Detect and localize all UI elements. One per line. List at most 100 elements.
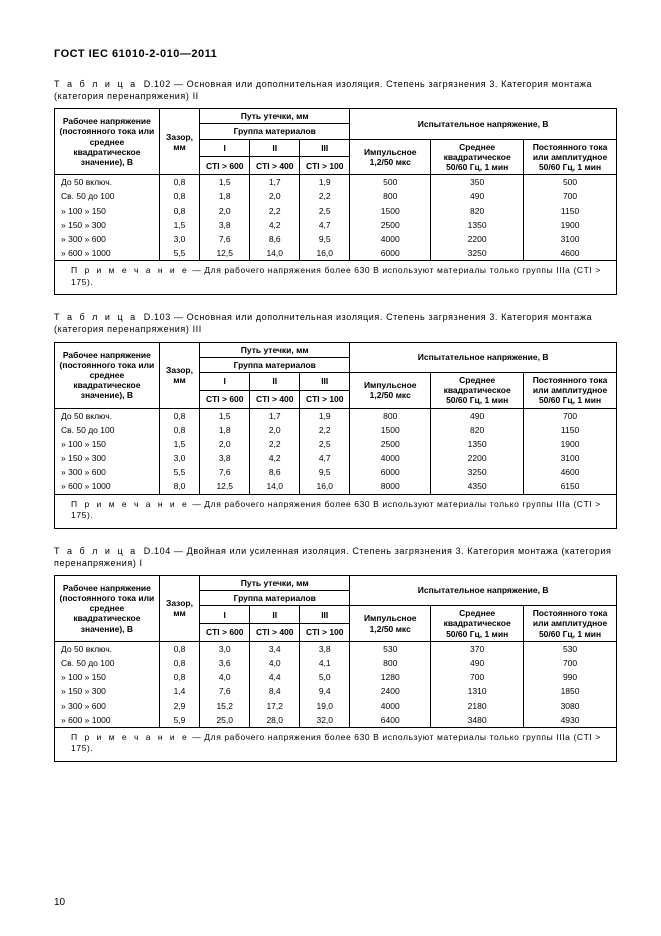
cell-gap: 0,8 (159, 656, 199, 670)
cell-imp: 4000 (350, 699, 431, 713)
cell-dc: 530 (524, 641, 617, 656)
cell-c1: 3,8 (200, 218, 250, 232)
cell-c1: 7,6 (200, 232, 250, 246)
cell-c2: 28,0 (250, 713, 300, 728)
cell-c1: 7,6 (200, 684, 250, 698)
cell-label: До 50 включ. (55, 641, 160, 656)
cell-dc: 6150 (524, 479, 617, 494)
col-cti1: CTI > 600 (200, 390, 250, 408)
cell-dc: 700 (524, 189, 617, 203)
col-cti1: CTI > 600 (200, 624, 250, 642)
cell-rms: 2200 (431, 232, 524, 246)
col-cti3: CTI > 100 (300, 157, 350, 175)
cell-dc: 1150 (524, 204, 617, 218)
cell-imp: 800 (350, 656, 431, 670)
cell-rms: 4350 (431, 479, 524, 494)
cell-imp: 1500 (350, 423, 431, 437)
col-cti2: CTI > 400 (250, 157, 300, 175)
cell-c2: 3,4 (250, 641, 300, 656)
cell-c1: 3,6 (200, 656, 250, 670)
col-voltage: Рабочее напряжение (постоянного тока или… (55, 575, 160, 641)
table-row: » 300 » 6002,915,217,219,0400021803080 (55, 699, 617, 713)
cell-c2: 17,2 (250, 699, 300, 713)
col-voltage: Рабочее напряжение (постоянного тока или… (55, 342, 160, 408)
tables-container: Т а б л и ц а D.102 — Основная или допол… (54, 78, 617, 762)
col-creepage: Путь утечки, мм (200, 109, 350, 124)
insulation-table: Рабочее напряжение (постоянного тока или… (54, 342, 617, 529)
cell-c2: 1,7 (250, 408, 300, 423)
col-grp1: I (200, 139, 250, 157)
cell-imp: 6000 (350, 465, 431, 479)
cell-label: » 600 » 1000 (55, 479, 160, 494)
cell-imp: 1280 (350, 670, 431, 684)
cell-gap: 0,8 (159, 408, 199, 423)
cell-c3: 4,7 (300, 218, 350, 232)
cell-imp: 2500 (350, 437, 431, 451)
table-note: П р и м е ч а н и е — Для рабочего напря… (55, 727, 617, 761)
cell-gap: 3,0 (159, 451, 199, 465)
cell-rms: 490 (431, 656, 524, 670)
cell-c3: 2,2 (300, 423, 350, 437)
cell-imp: 800 (350, 189, 431, 203)
page: ГОСТ IEC 61010-2-010—2011 Т а б л и ц а … (0, 0, 661, 936)
cell-rms: 490 (431, 189, 524, 203)
cell-gap: 1,5 (159, 218, 199, 232)
cell-c3: 1,9 (300, 408, 350, 423)
cell-c1: 2,0 (200, 204, 250, 218)
table-row: » 300 » 6005,57,68,69,5600032504600 (55, 465, 617, 479)
cell-imp: 1500 (350, 204, 431, 218)
table-row: » 150 » 3001,53,84,24,7250013501900 (55, 218, 617, 232)
table-row: До 50 включ.0,81,51,71,9800490700 (55, 408, 617, 423)
col-rms: Среднее квадратическое 50/60 Гц, 1 мин (431, 139, 524, 175)
table-row: Св. 50 до 1000,81,82,02,2800490700 (55, 189, 617, 203)
col-cti2: CTI > 400 (250, 624, 300, 642)
cell-rms: 3480 (431, 713, 524, 728)
cell-c3: 32,0 (300, 713, 350, 728)
table-caption: Т а б л и ц а D.104 — Двойная или усилен… (54, 545, 617, 569)
insulation-table: Рабочее напряжение (постоянного тока или… (54, 108, 617, 295)
cell-dc: 700 (524, 656, 617, 670)
cell-gap: 0,8 (159, 175, 199, 190)
table-row: Св. 50 до 1000,83,64,04,1800490700 (55, 656, 617, 670)
cell-rms: 700 (431, 670, 524, 684)
table-row: До 50 включ.0,81,51,71,9500350500 (55, 175, 617, 190)
col-dc: Постоянного тока или амплитудное 50/60 Г… (524, 139, 617, 175)
cell-c2: 8,4 (250, 684, 300, 698)
col-grp3: III (300, 372, 350, 390)
cell-c1: 4,0 (200, 670, 250, 684)
cell-c1: 15,2 (200, 699, 250, 713)
table-row: » 600 » 10008,012,514,016,0800043506150 (55, 479, 617, 494)
col-rms: Среднее квадратическое 50/60 Гц, 1 мин (431, 606, 524, 642)
cell-imp: 530 (350, 641, 431, 656)
col-cti3: CTI > 100 (300, 624, 350, 642)
page-number: 10 (54, 897, 65, 908)
cell-label: » 100 » 150 (55, 670, 160, 684)
cell-label: » 150 » 300 (55, 684, 160, 698)
col-impulse: Импульсное 1,2/50 мкс (350, 372, 431, 408)
cell-gap: 5,5 (159, 465, 199, 479)
cell-rms: 2180 (431, 699, 524, 713)
cell-c2: 2,2 (250, 204, 300, 218)
col-grp3: III (300, 606, 350, 624)
table-caption: Т а б л и ц а D.102 — Основная или допол… (54, 78, 617, 102)
cell-label: Св. 50 до 100 (55, 656, 160, 670)
cell-gap: 8,0 (159, 479, 199, 494)
col-material-group: Группа материалов (200, 357, 350, 372)
col-grp2: II (250, 606, 300, 624)
cell-label: » 300 » 600 (55, 699, 160, 713)
cell-rms: 1350 (431, 437, 524, 451)
cell-dc: 4600 (524, 465, 617, 479)
cell-imp: 8000 (350, 479, 431, 494)
cell-c1: 3,8 (200, 451, 250, 465)
cell-imp: 6400 (350, 713, 431, 728)
cell-gap: 0,8 (159, 670, 199, 684)
cell-c2: 2,2 (250, 437, 300, 451)
cell-label: Св. 50 до 100 (55, 423, 160, 437)
col-grp3: III (300, 139, 350, 157)
col-material-group: Группа материалов (200, 591, 350, 606)
cell-label: » 600 » 1000 (55, 713, 160, 728)
cell-c2: 8,6 (250, 465, 300, 479)
cell-gap: 0,8 (159, 189, 199, 203)
table-row: До 50 включ.0,83,03,43,8530370530 (55, 641, 617, 656)
cell-imp: 2500 (350, 218, 431, 232)
